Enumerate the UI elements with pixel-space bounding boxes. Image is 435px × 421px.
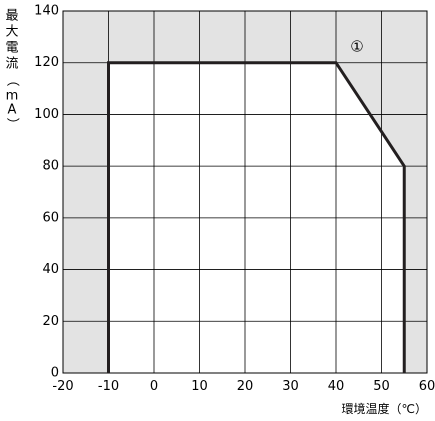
- x-tick-label: 40: [328, 379, 345, 394]
- y-tick-label: 40: [42, 262, 59, 277]
- x-tick-label: -20: [52, 379, 73, 394]
- x-tick-label: 60: [419, 379, 435, 394]
- y-tick-label: 20: [42, 314, 59, 329]
- y-tick-label: 100: [34, 107, 59, 122]
- y-tick-label: 80: [42, 159, 59, 174]
- y-tick-labels: 0 20 40 60 80 100 120 140: [34, 4, 59, 381]
- y-tick-label: 140: [34, 4, 59, 19]
- y-tick-label: 60: [42, 210, 59, 225]
- x-tick-label: 10: [191, 379, 208, 394]
- x-tick-label: 50: [373, 379, 390, 394]
- y-axis-label-char: （: [5, 73, 20, 86]
- grid: [63, 11, 427, 373]
- x-tick-label: 0: [150, 379, 158, 394]
- y-axis-label-char: 流: [5, 57, 18, 72]
- y-axis-label-char: A: [8, 103, 17, 118]
- plot-border: [62, 10, 428, 374]
- y-axis-label-char: ）: [5, 117, 20, 130]
- series-line: [107, 61, 406, 373]
- y-axis-label-char: m: [6, 89, 19, 104]
- x-tick-labels: -20 -10 0 10 20 30 40 50 60: [52, 379, 435, 394]
- y-axis-label-char: 大: [5, 25, 18, 40]
- x-axis-label: 環境温度（℃）: [342, 401, 427, 416]
- y-tick-label: 120: [34, 55, 59, 70]
- curve-annotation: ①: [350, 38, 363, 56]
- x-tick-label: 20: [237, 379, 254, 394]
- y-tick-label: 0: [51, 366, 59, 381]
- y-axis-label-char: 最: [5, 9, 18, 24]
- x-tick-label: -10: [98, 379, 119, 394]
- x-tick-label: 30: [282, 379, 299, 394]
- y-axis-label-char: 電: [5, 41, 18, 56]
